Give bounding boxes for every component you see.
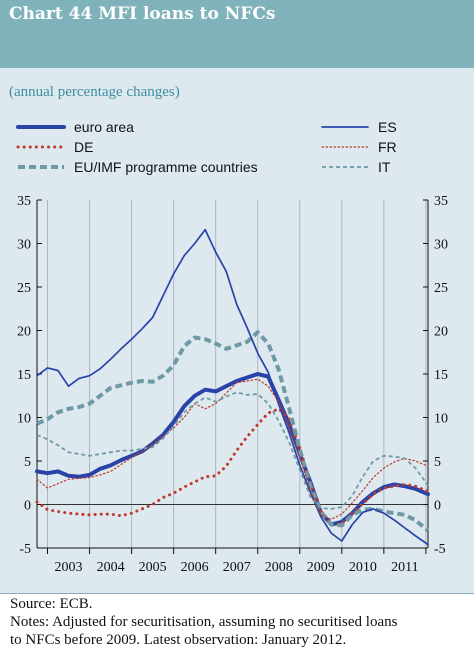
chart-legend: euro area DE EU/IMF programme countries ES F… — [16, 119, 397, 175]
y-tick-label-right: 0 — [434, 499, 441, 514]
legend-label-fr: FR — [378, 139, 397, 155]
plot-area: -5 -5 0 0 5 5 10 10 15 15 20 20 25 25 30 30 35 35 2003 2004… — [17, 194, 448, 575]
chart-subtitle: (annual percentage changes) — [9, 84, 180, 100]
y-tick-label-left: 10 — [17, 412, 31, 427]
y-tick-label-left: 20 — [17, 325, 31, 340]
x-tick-label: 2004 — [97, 560, 125, 575]
notes-line-2: to NFCs before 2009. Latest observation:… — [10, 632, 347, 648]
x-tick-label: 2010 — [349, 560, 377, 575]
y-tick-label-right: -5 — [434, 542, 446, 557]
y-tick-label-left: 5 — [24, 455, 31, 470]
series-line-it — [36, 391, 429, 510]
x-tick-label: 2005 — [139, 560, 167, 575]
series-line-fr — [36, 378, 429, 520]
series-line-es — [36, 228, 429, 546]
source-note: Source: ECB. — [10, 596, 93, 612]
y-tick-label-left: 0 — [24, 499, 31, 514]
series-line-eu-imf-programme-countries — [36, 330, 430, 533]
y-tick-label-right: 15 — [434, 368, 448, 383]
chart-header: Chart 44 MFI loans to NFCs — [0, 0, 474, 68]
chart-notes: Source: ECB. Notes: Adjusted for securit… — [10, 595, 466, 649]
x-tick-label: 2011 — [391, 560, 418, 575]
legend-label-it: IT — [378, 159, 391, 175]
chart-title: Chart 44 MFI loans to NFCs — [9, 4, 276, 24]
x-tick-label: 2008 — [265, 560, 293, 575]
legend-label-es: ES — [378, 119, 397, 135]
legend-label-eu-imf-programme-countries: EU/IMF programme countries — [74, 159, 258, 175]
x-tick-label: 2009 — [307, 560, 335, 575]
y-tick-label-left: 25 — [17, 281, 31, 296]
y-tick-label-left: 15 — [17, 368, 31, 383]
x-tick-label: 2003 — [55, 560, 83, 575]
legend-label-euro-area: euro area — [74, 119, 134, 135]
y-tick-label-right: 25 — [434, 281, 448, 296]
footer-divider — [0, 593, 474, 594]
y-tick-label-left: 30 — [17, 238, 31, 253]
y-tick-label-right: 10 — [434, 412, 448, 427]
line-chart: euro area DE EU/IMF programme countries ES F… — [16, 119, 448, 575]
y-tick-label-right: 5 — [434, 455, 441, 470]
y-tick-label-left: 35 — [17, 194, 31, 209]
notes-line-1: Notes: Adjusted for securitisation, assu… — [10, 614, 398, 630]
y-tick-label-right: 30 — [434, 238, 448, 253]
chart-panel — [0, 68, 474, 593]
x-tick-label: 2006 — [181, 560, 209, 575]
y-tick-label-right: 20 — [434, 325, 448, 340]
x-tick-label: 2007 — [223, 560, 251, 575]
y-tick-label-left: -5 — [19, 542, 31, 557]
series-line-de — [35, 407, 430, 527]
y-tick-label-right: 35 — [434, 194, 448, 209]
legend-label-de: DE — [74, 139, 93, 155]
series-line-euro-area — [35, 372, 430, 527]
